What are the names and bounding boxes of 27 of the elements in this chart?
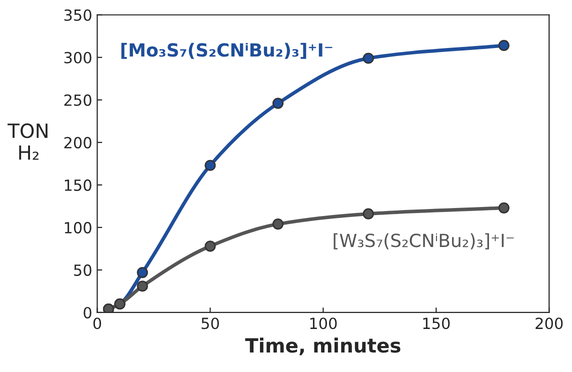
x-tick-label: 50 [202,318,219,330]
point [362,208,374,220]
y-tick-label: 350 [64,9,92,21]
x-tick-label: 200 [536,318,563,330]
x-tick-label: 150 [423,318,450,330]
y-tick-label: 100 [64,222,92,234]
x-tick-label: 0 [93,318,102,330]
y-tick-label: 200 [64,136,92,148]
series-label: [Mo₃S₇(S₂CNⁱBu₂)₃]⁺I⁻ [121,42,332,59]
y-tick-label: 0 [84,306,92,318]
point [136,266,148,278]
y-axis-title: TON H₂ [8,123,48,160]
point [272,98,284,109]
y-tick-label: 150 [64,179,92,191]
x-tick-label: 100 [310,318,337,330]
point [204,160,216,171]
point [272,218,284,230]
point [498,40,510,52]
point [204,240,216,252]
x-axis-title: Time, minutes [245,338,400,356]
y-tick-label: 250 [64,94,92,106]
y-tick-label: 300 [64,52,92,64]
series-label: [W₃S₇(S₂CNⁱBu₂)₃]⁺I⁻ [334,233,514,250]
point [498,202,510,214]
point [136,280,148,292]
y-tick-label: 50 [74,264,92,276]
point [362,52,374,64]
